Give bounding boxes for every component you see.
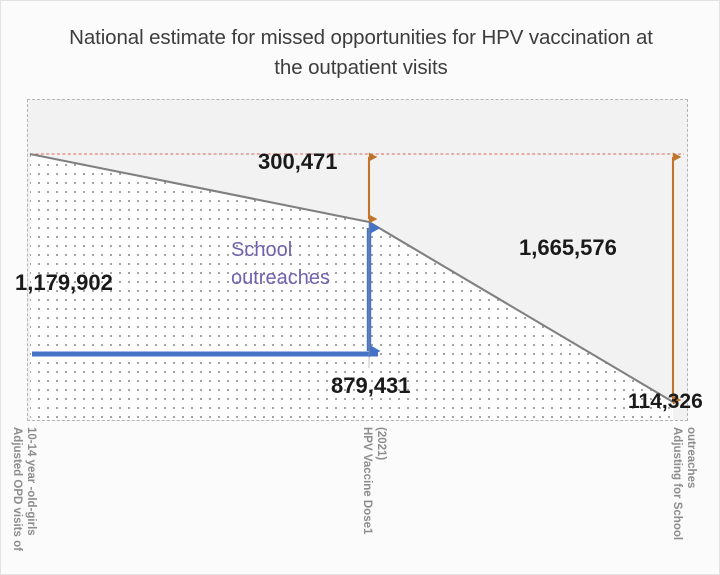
x-axis-label-school-outreaches-line1: Adjusting for School xyxy=(671,427,683,541)
data-label-gap-school: 1,665,576 xyxy=(519,235,617,260)
plot-area xyxy=(27,99,688,421)
chart-title: National estimate for missed opportuniti… xyxy=(69,26,653,79)
data-label-left: 1,179,902 xyxy=(15,270,113,295)
x-axis-label-school-outreaches-line2: outreaches xyxy=(685,427,697,489)
annotation-school-outreaches: School outreaches xyxy=(231,239,330,289)
data-label-school-outreaches: 114,326 xyxy=(628,390,703,413)
data-label-gap-dose1: 300,471 xyxy=(258,149,338,174)
x-axis-label-hpv-dose1-line1: HPV Vaccine Dose1 xyxy=(361,427,373,535)
x-axis-label-hpv-dose1-line2: (2021) xyxy=(375,427,387,461)
x-axis-label-opd-visits-line2: 10-14 year -old-girls xyxy=(25,427,37,536)
x-axis-label-opd-visits-line1: Adjusted OPD visits of xyxy=(11,427,23,551)
data-label-dose1: 879,431 xyxy=(331,373,411,398)
plot-svg xyxy=(29,152,684,420)
